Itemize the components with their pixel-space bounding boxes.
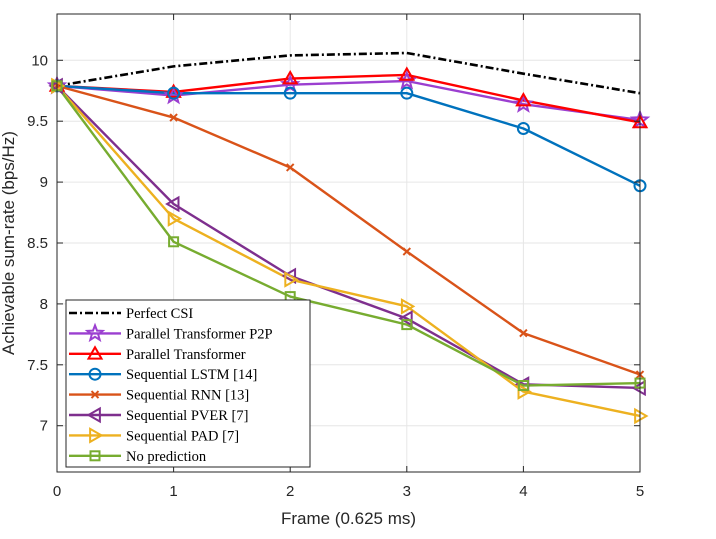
- sequential-pver-7-marker: [165, 195, 180, 213]
- legend-marker-parallel-transformer-p2p: [84, 322, 106, 343]
- sequential-pad-7-marker: [284, 271, 299, 288]
- x-axis-ticks: 0 1 2 3 4 5: [53, 14, 644, 500]
- x-tick-label: 2: [286, 483, 294, 500]
- no-prediction-marker: [168, 236, 180, 248]
- x-axis-title: Frame (0.625 ms): [281, 509, 416, 528]
- parallel-transformer-marker: [398, 66, 416, 81]
- y-tick-label: 10: [31, 52, 48, 69]
- series-lines: [56, 51, 641, 418]
- parallel-transformer-marker: [515, 91, 532, 107]
- y-axis-ticks: 7 7.5 8 8.5 9 9.5 10: [27, 52, 640, 435]
- y-tick-label: 7: [40, 418, 48, 435]
- sequential-rnn-13-marker: [285, 163, 295, 172]
- y-tick-label: 7.5: [27, 357, 48, 374]
- legend-marker-sequential-pver-7: [86, 406, 101, 424]
- legend-box: [65, 299, 311, 468]
- sequential-lstm-14-marker: [283, 86, 297, 100]
- legend-marker-no-prediction: [89, 450, 101, 462]
- sequential-lstm-14-line: [56, 84, 641, 187]
- parallel-transformer-p2p-line: [56, 79, 641, 122]
- sequential-rnn-13-line: [56, 84, 641, 376]
- x-tick-label: 0: [53, 483, 61, 500]
- parallel-transformer-marker: [165, 83, 182, 98]
- sequential-rnn-13-marker: [519, 328, 528, 338]
- series-markers: [46, 66, 651, 425]
- legend-label-sequential-rnn-13: Sequential RNN [13]: [126, 388, 249, 404]
- y-tick-label: 9: [40, 174, 48, 191]
- legend-label-perfect-csi: Perfect CSI: [126, 306, 193, 322]
- perfect-csi-line: [56, 51, 641, 95]
- legend-label-no-prediction: No prediction: [126, 449, 207, 465]
- legend-marker-sequential-pad-7: [89, 427, 104, 444]
- y-axis-title: Achievable sum-rate (bps/Hz): [0, 131, 18, 355]
- sequential-rnn-13-marker: [169, 113, 178, 122]
- y-tick-label: 8.5: [27, 235, 48, 252]
- x-tick-label: 3: [403, 483, 411, 500]
- parallel-transformer-marker: [281, 70, 299, 85]
- legend-marker-parallel-transformer: [86, 345, 104, 360]
- legend-marker-sequential-lstm-14: [88, 367, 102, 381]
- no-prediction-marker: [517, 380, 529, 392]
- sequential-rnn-13-marker: [402, 247, 412, 256]
- sequential-pver-7-marker: [281, 267, 297, 285]
- x-tick-label: 4: [519, 483, 527, 500]
- y-tick-label: 8: [40, 296, 48, 313]
- sequential-lstm-14-marker: [167, 86, 181, 100]
- sequential-lstm-14-marker: [516, 122, 530, 135]
- sequential-pad-7-line: [56, 85, 641, 418]
- legend-label-sequential-lstm-14: Sequential LSTM [14]: [126, 367, 257, 383]
- sequential-pad-7-marker: [400, 298, 416, 315]
- y-tick-label: 9.5: [27, 113, 48, 130]
- sequential-pad-7-marker: [167, 210, 183, 227]
- no-prediction-line: [56, 85, 641, 387]
- sequential-pad-7-marker: [517, 383, 532, 400]
- sequential-pver-7-marker: [398, 310, 413, 327]
- legend-label-parallel-transformer-p2p: Parallel Transformer P2P: [126, 326, 273, 342]
- sequential-pad-7-marker: [634, 407, 649, 425]
- legend-marker-sequential-rnn-13: [90, 390, 100, 399]
- sequential-lstm-14-marker: [400, 86, 414, 100]
- legend: Perfect CSI Parallel Transformer P2P Paral…: [65, 299, 311, 468]
- parallel-transformer-p2p-marker: [513, 93, 534, 113]
- x-tick-label: 5: [636, 483, 644, 500]
- no-prediction-marker: [401, 319, 413, 331]
- legend-label-parallel-transformer: Parallel Transformer: [126, 347, 246, 363]
- x-tick-label: 1: [169, 483, 177, 500]
- legend-label-sequential-pver-7: Sequential PVER [7]: [126, 408, 248, 424]
- legend-label-sequential-pad-7: Sequential PAD [7]: [126, 428, 239, 444]
